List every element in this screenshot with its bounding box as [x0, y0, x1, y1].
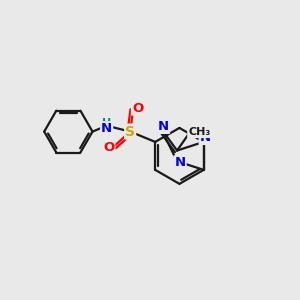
Text: N: N — [101, 122, 112, 135]
Text: CH₃: CH₃ — [188, 127, 210, 137]
Text: S: S — [125, 124, 135, 139]
Text: N: N — [200, 131, 211, 144]
Text: N: N — [174, 156, 186, 169]
Text: O: O — [132, 101, 143, 115]
Text: O: O — [103, 141, 114, 154]
Text: H: H — [102, 118, 111, 128]
Text: N: N — [158, 120, 169, 133]
